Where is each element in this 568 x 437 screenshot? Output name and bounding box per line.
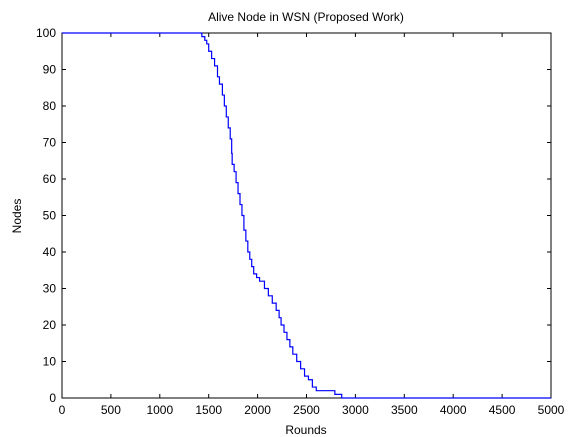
x-tick-label: 1500: [195, 403, 222, 417]
y-axis: 0 10 20 30 40 50 60 70 80 90 100: [36, 26, 551, 405]
y-tick-label: 100: [36, 26, 56, 40]
y-tick-label: 20: [43, 318, 57, 332]
x-axis: 0 500 1000 1500 2000 2500 3000 3500 4000 4500 5000: [59, 33, 565, 417]
x-axis-label: Rounds: [285, 423, 326, 437]
y-tick-label: 80: [43, 99, 57, 113]
y-tick-label: 30: [43, 282, 57, 296]
y-tick-label: 0: [49, 391, 56, 405]
y-axis-label: Nodes: [10, 199, 24, 234]
y-tick-label: 50: [43, 209, 57, 223]
x-tick-label: 4500: [489, 403, 516, 417]
series-line-alive-nodes: [62, 32, 551, 399]
x-tick-label: 500: [101, 403, 121, 417]
x-tick-label: 2500: [293, 403, 320, 417]
chart-title: Alive Node in WSN (Proposed Work): [208, 10, 404, 24]
x-tick-label: 3000: [342, 403, 369, 417]
y-tick-label: 60: [43, 172, 57, 186]
x-tick-label: 2000: [244, 403, 271, 417]
x-tick-label: 1000: [146, 403, 173, 417]
x-tick-label: 0: [59, 403, 66, 417]
y-tick-label: 10: [43, 355, 57, 369]
y-tick-label: 90: [43, 63, 57, 77]
x-tick-label: 5000: [538, 403, 565, 417]
x-tick-label: 3500: [391, 403, 418, 417]
plot-area: [61, 32, 552, 399]
y-tick-label: 70: [43, 136, 57, 150]
y-tick-label: 40: [43, 245, 57, 259]
x-tick-label: 4000: [440, 403, 467, 417]
